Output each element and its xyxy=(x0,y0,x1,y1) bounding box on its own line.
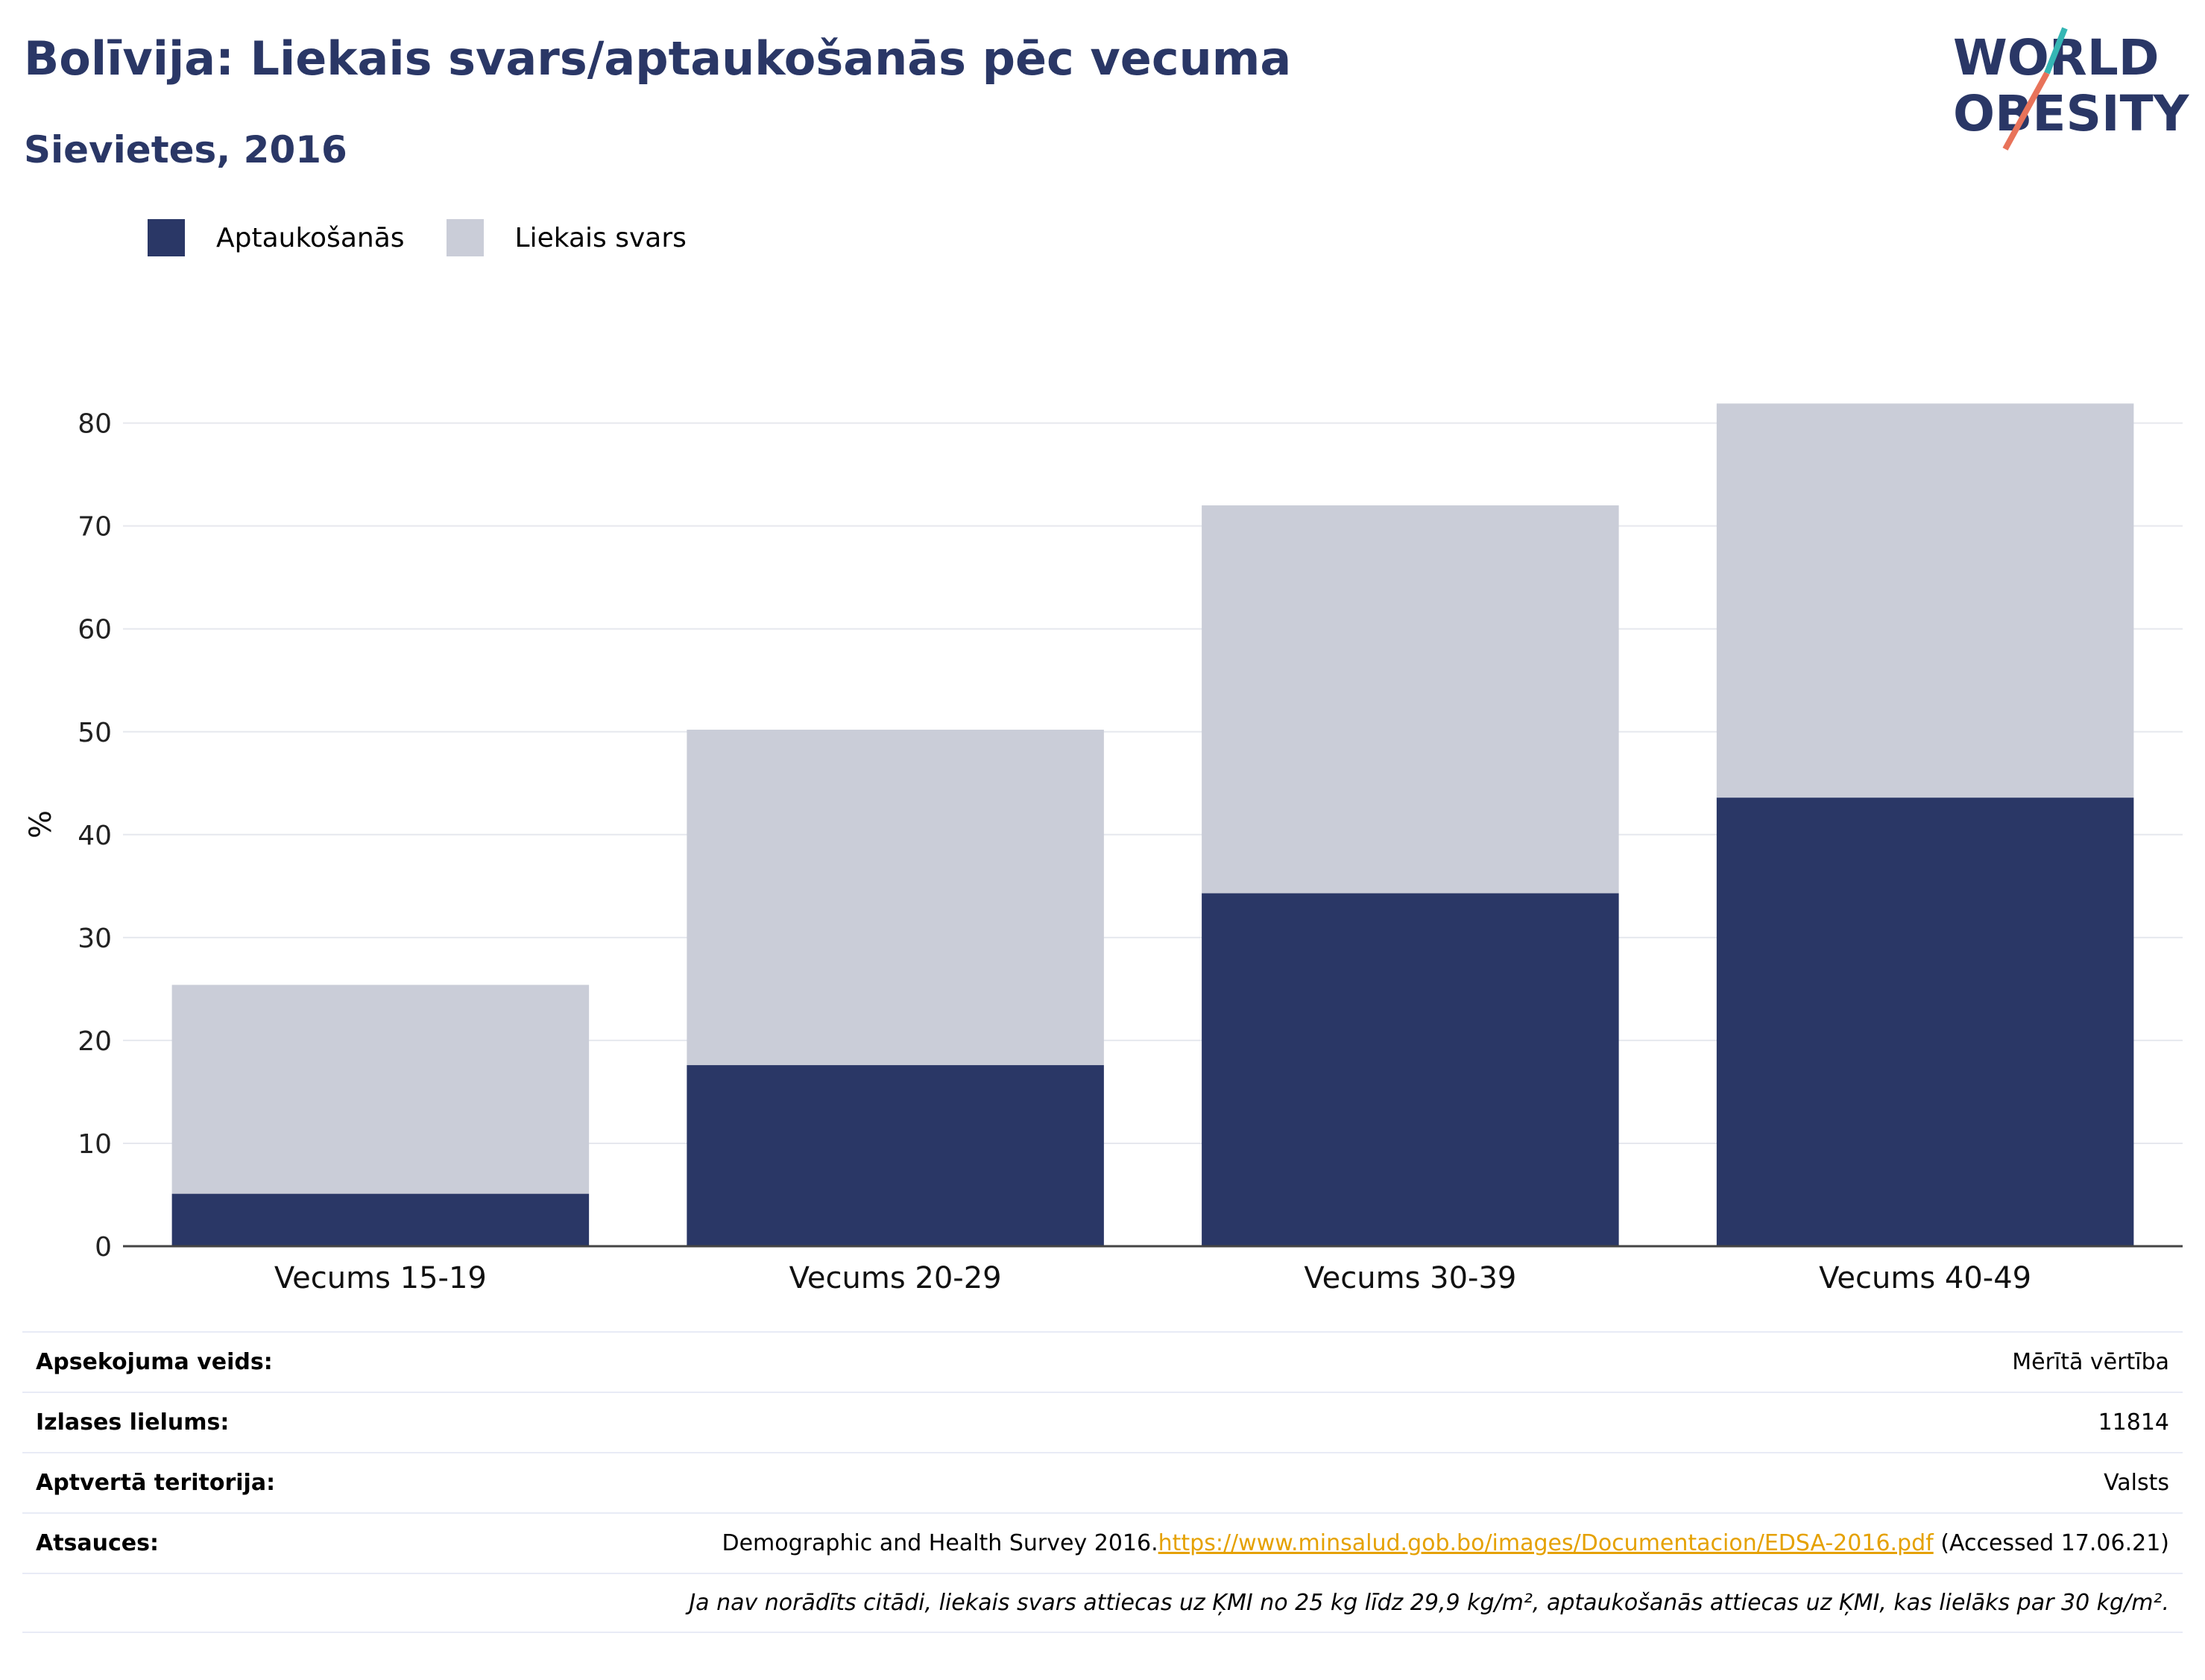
y-tick-label: 80 xyxy=(78,409,112,440)
chart-title: Bolīvija: Liekais svars/aptaukošanās pēc… xyxy=(24,31,1292,86)
x-tick-label: Vecums 40-49 xyxy=(1819,1261,2031,1295)
x-tick-label: Vecums 20-29 xyxy=(789,1261,1002,1295)
y-tick-label: 70 xyxy=(78,512,112,543)
y-tick-label: 30 xyxy=(78,923,112,954)
sample-size-label: Izlases lielums: xyxy=(36,1409,230,1436)
chart-legend: Aptaukošanās Liekais svars xyxy=(148,219,728,256)
bar-obesity-3 xyxy=(1202,893,1619,1246)
info-row-coverage: Aptvertā teritorija: Valsts xyxy=(22,1452,2183,1512)
references-link[interactable]: https://www.minsalud.gob.bo/images/Docum… xyxy=(1158,1530,1934,1556)
references-label: Atsauces: xyxy=(36,1530,159,1556)
references-value: Demographic and Health Survey 2016.https… xyxy=(722,1530,2170,1556)
info-row-survey-type: Apsekojuma veids: Mērītā vērtība xyxy=(22,1331,2183,1392)
survey-type-value: Mērītā vērtība xyxy=(2012,1349,2169,1375)
coverage-value: Valsts xyxy=(2104,1470,2169,1496)
definition-note: Ja nav norādīts citādi, liekais svars at… xyxy=(689,1590,2169,1616)
logo-slash-teal xyxy=(2044,27,2068,75)
coverage-label: Aptvertā teritorija: xyxy=(36,1470,276,1496)
y-tick-label: 40 xyxy=(78,821,112,851)
info-row-note: Ja nav norādīts citādi, liekais svars at… xyxy=(22,1573,2183,1633)
y-tick-label: 20 xyxy=(78,1026,112,1057)
bar-overweight-1 xyxy=(171,985,590,1194)
y-tick-label: 10 xyxy=(78,1129,112,1160)
y-axis-label: % xyxy=(24,810,58,839)
y-tick-label: 60 xyxy=(78,615,112,645)
legend-swatch-overweight xyxy=(446,219,484,256)
info-row-sample-size: Izlases lielums: 11814 xyxy=(22,1392,2183,1452)
y-tick-label: 50 xyxy=(78,718,112,748)
x-tick-label: Vecums 30-39 xyxy=(1304,1261,1516,1295)
legend-label-overweight: Liekais svars xyxy=(514,222,687,253)
logo-slash-coral xyxy=(2002,72,2050,151)
x-tick-label: Vecums 15-19 xyxy=(274,1261,487,1295)
world-obesity-logo: WORLD OBESITY xyxy=(1953,27,2190,151)
references-text: Demographic and Health Survey 2016. xyxy=(722,1530,1158,1556)
survey-info-table: Apsekojuma veids: Mērītā vērtība Izlases… xyxy=(22,1331,2183,1633)
references-accessed: (Accessed 17.06.21) xyxy=(1933,1530,2169,1556)
chart-subtitle: Sievietes, 2016 xyxy=(24,128,347,171)
sample-size-value: 11814 xyxy=(2098,1409,2169,1436)
y-tick-label: 0 xyxy=(95,1232,112,1263)
legend-item-obesity[interactable]: Aptaukošanās xyxy=(148,219,405,256)
stacked-bar-chart: 0 10 20 30 40 50 60 70 80% Vecums 15-19 Vecums 20-… xyxy=(24,403,2183,1295)
bar-obesity-4 xyxy=(1716,798,2134,1246)
bar-overweight-2 xyxy=(687,729,1104,1066)
bar-obesity-2 xyxy=(687,1065,1104,1246)
legend-label-obesity: Aptaukošanās xyxy=(216,222,405,253)
logo-line2: OBESITY xyxy=(1953,85,2190,142)
survey-type-label: Apsekojuma veids: xyxy=(36,1349,273,1375)
legend-item-overweight[interactable]: Liekais svars xyxy=(446,219,687,256)
bar-obesity-1 xyxy=(171,1193,590,1246)
bar-overweight-3 xyxy=(1202,505,1619,894)
bar-overweight-4 xyxy=(1716,403,2134,798)
info-row-references: Atsauces: Demographic and Health Survey … xyxy=(22,1512,2183,1573)
legend-swatch-obesity xyxy=(148,219,185,256)
